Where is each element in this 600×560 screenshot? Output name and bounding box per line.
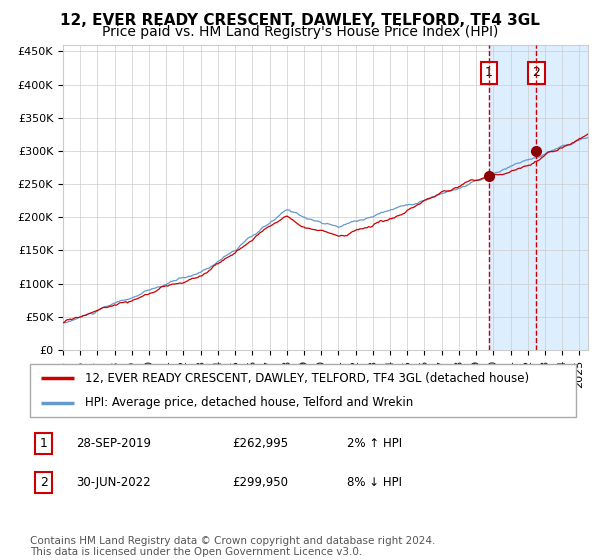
Text: 2: 2 [532, 66, 540, 79]
Text: 8% ↓ HPI: 8% ↓ HPI [347, 476, 401, 489]
Text: 1: 1 [40, 437, 47, 450]
Text: 30-JUN-2022: 30-JUN-2022 [76, 476, 151, 489]
Text: 2% ↑ HPI: 2% ↑ HPI [347, 437, 402, 450]
Text: HPI: Average price, detached house, Telford and Wrekin: HPI: Average price, detached house, Telf… [85, 396, 413, 409]
Text: Price paid vs. HM Land Registry's House Price Index (HPI): Price paid vs. HM Land Registry's House … [102, 25, 498, 39]
Text: 1: 1 [485, 66, 493, 79]
Text: £262,995: £262,995 [232, 437, 288, 450]
Text: Contains HM Land Registry data © Crown copyright and database right 2024.
This d: Contains HM Land Registry data © Crown c… [30, 535, 436, 557]
Text: 28-SEP-2019: 28-SEP-2019 [76, 437, 151, 450]
Bar [489, 45, 588, 350]
Text: 12, EVER READY CRESCENT, DAWLEY, TELFORD, TF4 3GL: 12, EVER READY CRESCENT, DAWLEY, TELFORD… [60, 13, 540, 28]
Text: £299,950: £299,950 [232, 476, 288, 489]
FancyBboxPatch shape [30, 364, 576, 417]
Text: 12, EVER READY CRESCENT, DAWLEY, TELFORD, TF4 3GL (detached house): 12, EVER READY CRESCENT, DAWLEY, TELFORD… [85, 372, 529, 385]
Text: 2: 2 [40, 476, 47, 489]
